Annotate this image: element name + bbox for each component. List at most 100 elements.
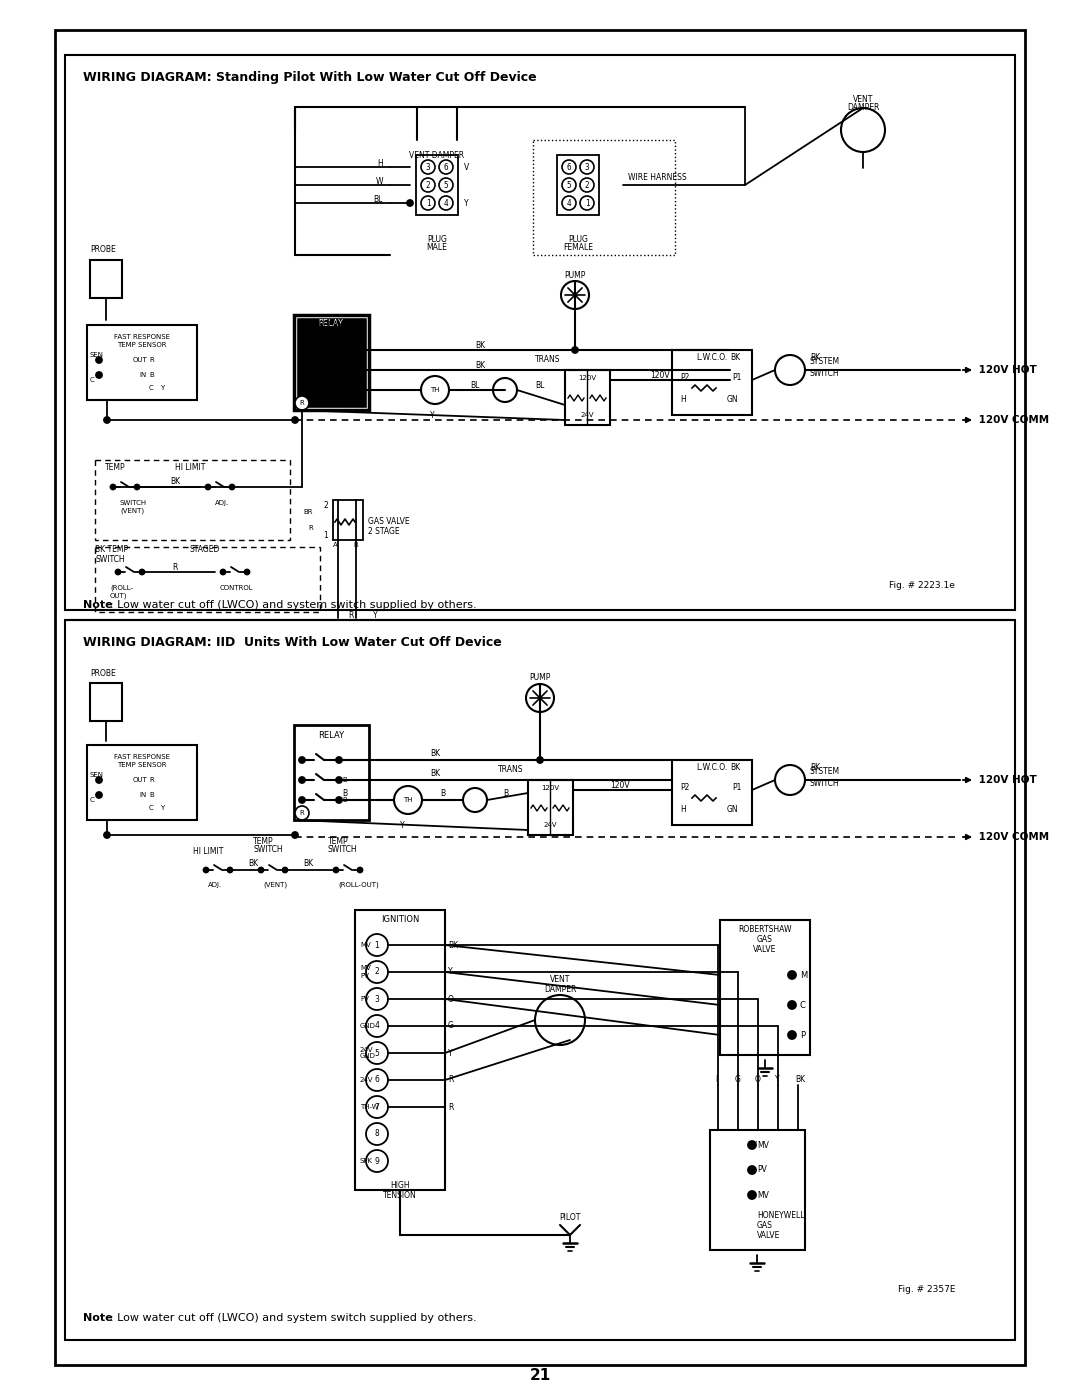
- Text: Note: Note: [83, 599, 112, 610]
- Circle shape: [421, 177, 435, 191]
- Text: 120V HOT: 120V HOT: [975, 775, 1037, 785]
- Text: (VENT): (VENT): [120, 507, 144, 514]
- Text: BR: BR: [303, 509, 313, 515]
- Text: BL: BL: [342, 367, 351, 373]
- Circle shape: [244, 570, 249, 574]
- Text: 120V: 120V: [578, 374, 596, 381]
- Text: 120V COMM: 120V COMM: [975, 415, 1049, 425]
- Circle shape: [562, 196, 576, 210]
- Text: GND: GND: [360, 1023, 376, 1030]
- Text: : Low water cut off (LWCO) and system switch supplied by others.: : Low water cut off (LWCO) and system sw…: [110, 1313, 476, 1323]
- Text: VALVE: VALVE: [757, 1231, 781, 1239]
- Text: PROBE: PROBE: [90, 669, 116, 678]
- Text: MALE: MALE: [427, 243, 447, 253]
- Text: 21: 21: [529, 1368, 551, 1383]
- Text: BK: BK: [475, 360, 485, 369]
- Text: SYSTEM: SYSTEM: [810, 358, 840, 366]
- Text: 24V: 24V: [580, 412, 594, 418]
- Circle shape: [139, 570, 145, 574]
- Text: SPK: SPK: [360, 1158, 373, 1164]
- Text: B: B: [353, 542, 357, 548]
- Circle shape: [366, 1097, 388, 1118]
- Circle shape: [438, 177, 453, 191]
- Text: IGNITION: IGNITION: [381, 915, 419, 925]
- Text: R: R: [149, 358, 153, 363]
- Text: 24V
GND: 24V GND: [360, 1046, 376, 1059]
- Text: SEN: SEN: [90, 352, 104, 358]
- Bar: [95, 460, 291, 541]
- Text: STAGED: STAGED: [190, 545, 220, 555]
- Circle shape: [229, 485, 234, 489]
- Circle shape: [220, 570, 226, 574]
- Bar: [672, 351, 752, 415]
- Circle shape: [366, 988, 388, 1010]
- Text: 7: 7: [375, 1102, 379, 1112]
- Text: Y: Y: [448, 1049, 453, 1058]
- Text: L.W.C.O.: L.W.C.O.: [697, 764, 728, 773]
- Circle shape: [421, 376, 449, 404]
- Text: B: B: [149, 792, 153, 798]
- Bar: [55, 29, 1025, 1365]
- Circle shape: [407, 200, 413, 205]
- Text: SWITCH: SWITCH: [95, 555, 124, 563]
- Text: DAMPER: DAMPER: [544, 985, 577, 995]
- Circle shape: [580, 177, 594, 191]
- Text: TEMP SENSOR: TEMP SENSOR: [118, 761, 166, 768]
- Text: O: O: [448, 995, 454, 1003]
- Text: BK: BK: [170, 478, 180, 486]
- Text: BK: BK: [430, 750, 441, 759]
- Text: 1: 1: [323, 531, 327, 539]
- Text: BK: BK: [810, 353, 820, 362]
- Circle shape: [96, 792, 102, 798]
- Text: PV: PV: [757, 1165, 767, 1175]
- Text: 120V: 120V: [610, 781, 630, 789]
- Text: RELAY: RELAY: [318, 731, 345, 739]
- Text: FAST RESPONSE: FAST RESPONSE: [114, 754, 170, 760]
- Text: H: H: [680, 806, 686, 814]
- Circle shape: [421, 161, 435, 175]
- Text: 2: 2: [426, 180, 430, 190]
- Text: W: W: [376, 177, 383, 187]
- Text: TEMP: TEMP: [105, 464, 125, 472]
- Text: H: H: [377, 159, 383, 169]
- Circle shape: [572, 346, 578, 353]
- Text: BL: BL: [374, 196, 383, 204]
- Text: R: R: [348, 610, 353, 619]
- Circle shape: [366, 935, 388, 956]
- Text: VENT: VENT: [550, 975, 570, 985]
- Text: 3: 3: [584, 162, 590, 172]
- Text: SEN: SEN: [90, 773, 104, 778]
- Text: BL-TH: BL-TH: [342, 387, 362, 393]
- Circle shape: [537, 757, 543, 763]
- Text: MV: MV: [757, 1140, 769, 1150]
- Text: SWITCH: SWITCH: [253, 845, 283, 855]
- Circle shape: [580, 161, 594, 175]
- Circle shape: [463, 788, 487, 812]
- Text: B: B: [440, 789, 445, 799]
- Text: IN: IN: [139, 792, 147, 798]
- Text: Y: Y: [160, 805, 164, 812]
- Text: 3: 3: [375, 995, 379, 1003]
- Text: BK TEMP: BK TEMP: [95, 545, 129, 555]
- Text: BL: BL: [535, 380, 544, 390]
- Circle shape: [96, 777, 102, 782]
- Text: PLUG: PLUG: [427, 236, 447, 244]
- Text: V: V: [464, 162, 469, 172]
- Text: P2: P2: [680, 373, 689, 383]
- Bar: [90, 683, 122, 721]
- Text: 2: 2: [584, 180, 590, 190]
- Text: Y: Y: [400, 820, 405, 830]
- Text: SYSTEM: SYSTEM: [810, 767, 840, 777]
- Text: GN: GN: [727, 806, 739, 814]
- Circle shape: [258, 868, 264, 873]
- Circle shape: [366, 1042, 388, 1065]
- Text: 120V COMM: 120V COMM: [975, 833, 1049, 842]
- Circle shape: [788, 1002, 796, 1009]
- Text: TH: TH: [430, 387, 440, 393]
- Bar: [557, 155, 599, 215]
- Circle shape: [438, 161, 453, 175]
- Circle shape: [336, 367, 342, 373]
- Text: HI LIMIT: HI LIMIT: [193, 848, 224, 856]
- Text: H: H: [680, 395, 686, 405]
- Text: MV: MV: [360, 942, 370, 949]
